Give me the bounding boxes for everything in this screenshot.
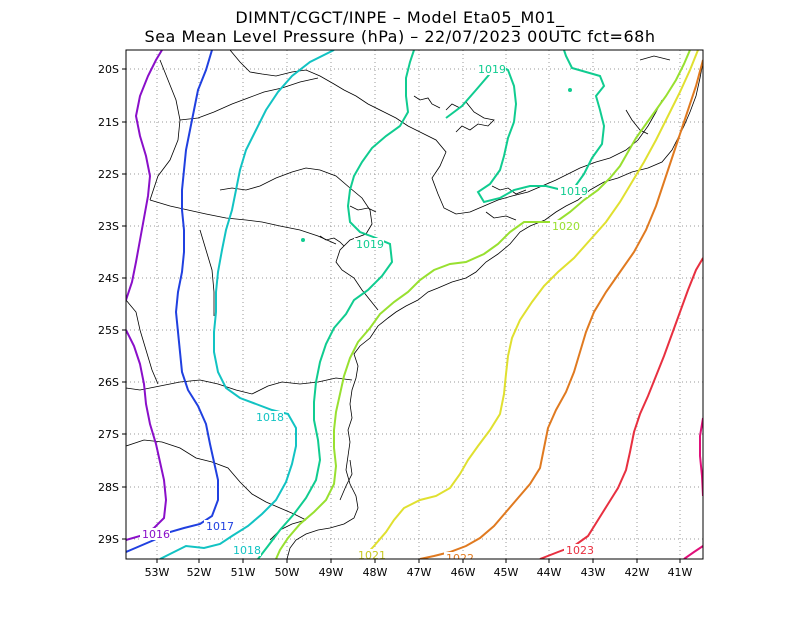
contour-1021	[361, 50, 699, 559]
contour-1016-a	[126, 50, 163, 301]
contour-1018	[159, 50, 335, 559]
tick-marks	[122, 68, 681, 563]
lat-label: 22S	[98, 168, 119, 181]
label-1016: 1016	[142, 528, 170, 541]
lon-label: 52W	[187, 566, 212, 579]
contour-1017	[126, 50, 219, 553]
map-title-line2: Sea Mean Level Pressure (hPa) – 22/07/20…	[144, 27, 656, 46]
map-title-line1: DIMNT/CGCT/INPE – Model Eta05_M01_	[235, 8, 565, 27]
label-1018-b: 1018	[233, 544, 261, 557]
lon-label: 50W	[275, 566, 300, 579]
lon-label: 45W	[494, 566, 519, 579]
contour-1024-b	[683, 545, 703, 559]
lat-label: 21S	[98, 116, 119, 129]
contour-1016-b	[126, 329, 168, 541]
lat-label: 27S	[98, 428, 119, 441]
lat-tick-labels: 20S 21S 22S 23S 24S 25S 26S 27S 28S 29S	[98, 63, 119, 546]
label-1020: 1020	[552, 220, 580, 233]
lat-label: 23S	[98, 220, 119, 233]
lat-label: 26S	[98, 376, 119, 389]
label-1019-c: 1019	[356, 238, 384, 251]
lon-label: 51W	[231, 566, 256, 579]
contour-1019-north	[445, 50, 606, 204]
label-1017: 1017	[206, 520, 234, 533]
coastline-and-borders	[126, 50, 703, 559]
lon-label: 47W	[407, 566, 432, 579]
label-1021: 1021	[358, 549, 386, 562]
contour-1023	[539, 257, 703, 559]
pressure-contours	[126, 50, 703, 559]
label-1023: 1023	[566, 544, 594, 557]
contour-1022	[419, 59, 703, 559]
label-1019-b: 1019	[560, 185, 588, 198]
lat-label: 20S	[98, 63, 119, 76]
lon-label: 42W	[625, 566, 650, 579]
lon-label: 44W	[537, 566, 562, 579]
grid-lines	[126, 50, 703, 559]
label-1022: 1022	[446, 552, 474, 565]
contour-1024-a	[699, 417, 703, 497]
label-1018-a: 1018	[256, 411, 284, 424]
lon-label: 53W	[145, 566, 170, 579]
map-frame	[125, 49, 704, 560]
contour-labels: 1016 1017 1018 1018 1019 1019 1019 1020 …	[140, 63, 594, 565]
lon-label: 41W	[668, 566, 693, 579]
lat-label: 24S	[98, 272, 119, 285]
lat-label: 28S	[98, 481, 119, 494]
contour-1019-main	[257, 50, 415, 559]
lon-label: 49W	[319, 566, 344, 579]
lon-label: 48W	[363, 566, 388, 579]
label-1019-a: 1019	[478, 63, 506, 76]
lat-label: 29S	[98, 533, 119, 546]
contour-1020	[275, 50, 691, 559]
lon-label: 46W	[451, 566, 476, 579]
lon-tick-labels: 53W 52W 51W 50W 49W 48W 47W 46W 45W 44W …	[145, 566, 693, 579]
lat-label: 25S	[98, 324, 119, 337]
lon-label: 43W	[581, 566, 606, 579]
